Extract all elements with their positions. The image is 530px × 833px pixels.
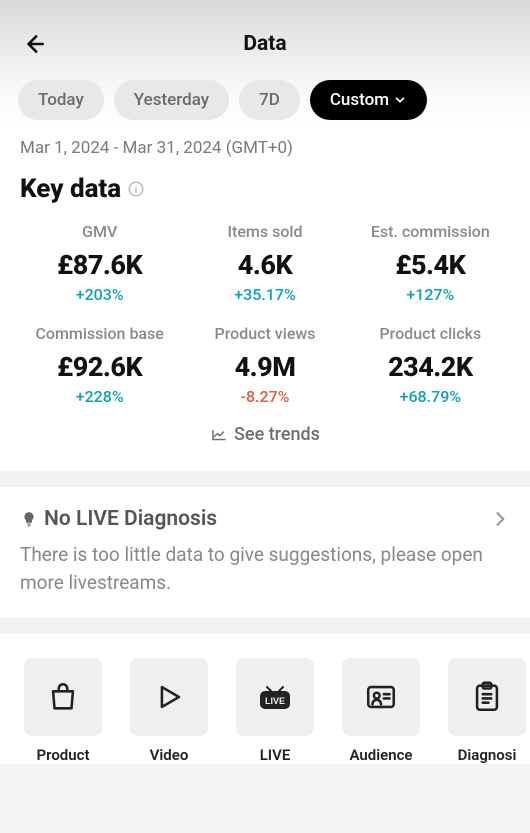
metric-product-clicks[interactable]: Product clicks 234.2K +68.79% — [351, 324, 510, 406]
metric-label: Est. commission — [351, 222, 510, 241]
date-range: Mar 1, 2024 - Mar 31, 2024 (GMT+0) — [0, 132, 530, 174]
range-tabs: Today Yesterday 7D Custom — [0, 66, 530, 132]
metric-value: £5.4K — [351, 249, 510, 281]
metric-delta: +68.79% — [351, 387, 510, 406]
metric-value: £87.6K — [20, 249, 179, 281]
keydata-title: Key data — [20, 174, 121, 204]
range-tab-today[interactable]: Today — [18, 80, 104, 120]
metric-delta: -8.27% — [185, 387, 344, 406]
tile-audience[interactable]: Audience — [336, 658, 426, 764]
metric-value: 234.2K — [351, 351, 510, 383]
metric-label: Product views — [185, 324, 344, 343]
metric-delta: +228% — [20, 387, 179, 406]
metric-label: Items sold — [185, 222, 344, 241]
tile-label: LIVE — [260, 746, 291, 764]
page-title: Data — [18, 32, 512, 56]
tile-label: Product — [37, 746, 90, 764]
tile-product[interactable]: Product — [18, 658, 108, 764]
see-trends-label: See trends — [234, 424, 320, 445]
metric-label: Commission base — [20, 324, 179, 343]
metric-delta: +127% — [351, 285, 510, 304]
audience-icon — [364, 680, 398, 714]
diagnosis-body: There is too little data to give suggest… — [20, 541, 510, 596]
range-tab-custom-label: Custom — [330, 90, 389, 110]
tile-label: Diagnosi — [458, 746, 517, 764]
tile-label: Video — [150, 746, 189, 764]
range-tab-7d[interactable]: 7D — [239, 80, 300, 120]
info-icon[interactable] — [127, 180, 145, 198]
trends-icon — [210, 426, 228, 444]
play-icon — [152, 680, 186, 714]
svg-text:LIVE: LIVE — [265, 696, 285, 706]
divider — [0, 618, 530, 634]
see-trends-link[interactable]: See trends — [20, 406, 510, 461]
metric-gmv[interactable]: GMV £87.6K +203% — [20, 222, 179, 304]
metrics-grid: GMV £87.6K +203% Items sold 4.6K +35.17%… — [20, 222, 510, 406]
metric-commission-base[interactable]: Commission base £92.6K +228% — [20, 324, 179, 406]
metric-items-sold[interactable]: Items sold 4.6K +35.17% — [185, 222, 344, 304]
tile-label: Audience — [350, 746, 413, 764]
clipboard-icon — [470, 680, 504, 714]
metric-delta: +35.17% — [185, 285, 344, 304]
metric-label: GMV — [20, 222, 179, 241]
metric-label: Product clicks — [351, 324, 510, 343]
metric-value: £92.6K — [20, 351, 179, 383]
diagnosis-card[interactable]: No LIVE Diagnosis There is too little da… — [0, 487, 530, 618]
metric-delta: +203% — [20, 285, 179, 304]
metric-product-views[interactable]: Product views 4.9M -8.27% — [185, 324, 344, 406]
nav-tiles: Product Video LIVE LIVE — [0, 634, 530, 764]
range-tab-yesterday[interactable]: Yesterday — [114, 80, 229, 120]
bulb-icon — [20, 510, 38, 528]
chevron-down-icon — [393, 93, 407, 107]
tile-diagnosis[interactable]: Diagnosi — [442, 658, 530, 764]
chevron-right-icon — [490, 509, 510, 529]
metric-value: 4.9M — [185, 351, 344, 383]
metric-value: 4.6K — [185, 249, 344, 281]
metric-est-commission[interactable]: Est. commission £5.4K +127% — [351, 222, 510, 304]
tile-live[interactable]: LIVE LIVE — [230, 658, 320, 764]
diagnosis-title: No LIVE Diagnosis — [44, 507, 217, 531]
range-tab-custom[interactable]: Custom — [310, 80, 427, 120]
tile-video[interactable]: Video — [124, 658, 214, 764]
live-icon: LIVE — [255, 680, 295, 714]
bag-icon — [46, 680, 80, 714]
divider — [0, 471, 530, 487]
